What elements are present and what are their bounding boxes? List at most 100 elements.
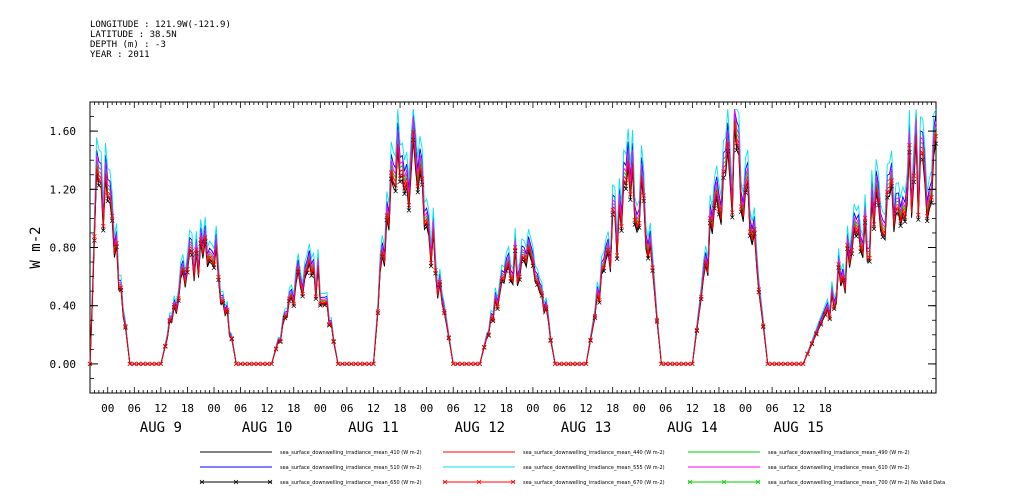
x-tick-label: 00 xyxy=(101,402,114,415)
series-marker-7 xyxy=(455,361,460,367)
x-tick-label: 12 xyxy=(473,402,486,415)
series-marker-6 xyxy=(827,316,832,322)
legend-marker-7 xyxy=(476,479,482,485)
series-marker-7 xyxy=(858,245,863,251)
series-marker-7 xyxy=(659,361,664,367)
x-tick-label: 18 xyxy=(393,402,406,415)
series-marker-7 xyxy=(499,276,505,281)
series-marker-7 xyxy=(707,216,713,221)
series-marker-7 xyxy=(402,186,407,191)
series-marker-7 xyxy=(486,332,491,337)
series-marker-7 xyxy=(849,247,855,253)
x-tick-label: 00 xyxy=(207,402,220,415)
series-marker-7 xyxy=(557,361,562,367)
series-marker-7 xyxy=(827,315,832,320)
series-marker-7 xyxy=(703,260,708,265)
series-marker-6 xyxy=(623,186,629,192)
series-marker-6 xyxy=(495,306,500,312)
y-tick-label: 0.40 xyxy=(50,300,77,313)
series-marker-6 xyxy=(734,147,739,153)
x-tick-label: 00 xyxy=(314,402,327,415)
legend-label-6: sea_surface_downwelling_irradiance_mean_… xyxy=(280,480,422,486)
series-marker-7 xyxy=(787,361,793,367)
x-day-label: AUG 14 xyxy=(667,420,718,436)
latitude-label: LATITUDE : 38.5N xyxy=(90,30,177,40)
series-marker-6 xyxy=(428,263,434,269)
y-tick-label: 0.80 xyxy=(50,242,77,255)
series-marker-7 xyxy=(654,317,660,323)
series-marker-7 xyxy=(512,244,518,250)
x-tick-label: 12 xyxy=(579,402,592,415)
series-marker-7 xyxy=(836,262,841,267)
series-marker-7 xyxy=(752,226,757,232)
series-marker-7 xyxy=(667,361,673,367)
series-marker-7 xyxy=(393,183,398,188)
series-marker-7 xyxy=(685,361,691,367)
series-marker-7 xyxy=(902,214,908,220)
x-tick-label: 06 xyxy=(340,402,353,415)
series-marker-7 xyxy=(220,298,226,304)
series-marker-7 xyxy=(189,248,195,254)
series-marker-7 xyxy=(388,170,394,175)
series-marker-7 xyxy=(535,279,540,285)
x-tick-label: 06 xyxy=(553,402,566,415)
series-marker-6 xyxy=(105,198,110,204)
series-marker-7 xyxy=(322,300,328,306)
series-marker-7 xyxy=(681,361,686,367)
x-tick-label: 18 xyxy=(181,402,194,415)
series-marker-6 xyxy=(597,300,602,305)
series-marker-7 xyxy=(929,195,934,200)
series-marker-6 xyxy=(318,303,323,308)
series-line-4 xyxy=(89,108,937,365)
series-marker-6 xyxy=(916,217,921,222)
series-marker-7 xyxy=(136,361,141,367)
series-marker-7 xyxy=(490,317,496,322)
series-marker-7 xyxy=(592,313,598,319)
series-marker-7 xyxy=(353,361,359,367)
series-marker-7 xyxy=(504,265,509,271)
series-marker-6 xyxy=(645,256,651,261)
series-marker-7 xyxy=(101,223,106,229)
series-marker-7 xyxy=(610,207,615,213)
series-marker-7 xyxy=(256,361,261,367)
series-marker-7 xyxy=(375,309,381,314)
x-tick-label: 06 xyxy=(659,402,672,415)
series-marker-7 xyxy=(109,213,115,219)
series-marker-7 xyxy=(468,361,474,367)
series-marker-6 xyxy=(712,206,717,211)
series-marker-6 xyxy=(619,228,624,234)
series-marker-6 xyxy=(211,265,217,270)
series-marker-7 xyxy=(672,361,677,367)
series-marker-7 xyxy=(597,298,602,303)
x-tick-label: 12 xyxy=(792,402,805,415)
series-marker-7 xyxy=(406,202,412,208)
series-marker-7 xyxy=(211,262,217,267)
x-day-label: AUG 13 xyxy=(561,420,612,436)
series-marker-7 xyxy=(397,173,403,178)
series-marker-6 xyxy=(898,223,903,229)
series-marker-7 xyxy=(721,169,726,174)
series-marker-7 xyxy=(636,220,642,226)
series-marker-6 xyxy=(880,234,886,240)
series-marker-7 xyxy=(916,212,921,218)
series-marker-7 xyxy=(690,361,695,367)
series-marker-7 xyxy=(477,361,483,367)
series-marker-7 xyxy=(854,229,859,235)
series-marker-7 xyxy=(419,176,425,181)
series-marker-7 xyxy=(118,285,124,290)
series-marker-7 xyxy=(380,250,385,256)
series-marker-7 xyxy=(862,215,868,221)
series-marker-7 xyxy=(543,304,549,310)
series-marker-7 xyxy=(712,200,717,206)
x-day-label: AUG 12 xyxy=(454,420,505,436)
legend-label-1: sea_surface_downwelling_irradiance_mean_… xyxy=(523,450,665,456)
series-marker-7 xyxy=(331,338,336,344)
series-marker-7 xyxy=(335,361,341,367)
series-marker-7 xyxy=(517,274,522,280)
series-marker-7 xyxy=(481,344,487,350)
series-marker-7 xyxy=(326,321,332,327)
series-marker-7 xyxy=(273,346,279,351)
series-marker-7 xyxy=(566,361,571,367)
x-tick-label: 12 xyxy=(686,402,699,415)
